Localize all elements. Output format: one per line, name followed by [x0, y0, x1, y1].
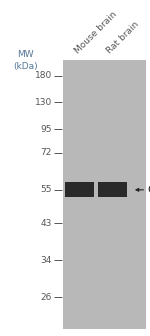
- Text: Mouse brain: Mouse brain: [73, 10, 119, 55]
- Bar: [98, 182, 127, 198]
- Text: MW
(kDa): MW (kDa): [13, 50, 38, 71]
- Text: 72: 72: [40, 149, 52, 157]
- Text: 55: 55: [40, 185, 52, 194]
- Text: 34: 34: [40, 256, 52, 265]
- Text: 180: 180: [34, 71, 52, 80]
- Bar: [63, 60, 146, 329]
- Text: CtBP1: CtBP1: [148, 185, 150, 195]
- Text: 95: 95: [40, 125, 52, 134]
- Text: Rat brain: Rat brain: [105, 20, 141, 55]
- Text: 43: 43: [40, 219, 52, 228]
- Text: 26: 26: [40, 293, 52, 302]
- Text: 130: 130: [34, 98, 52, 107]
- Bar: [65, 182, 94, 198]
